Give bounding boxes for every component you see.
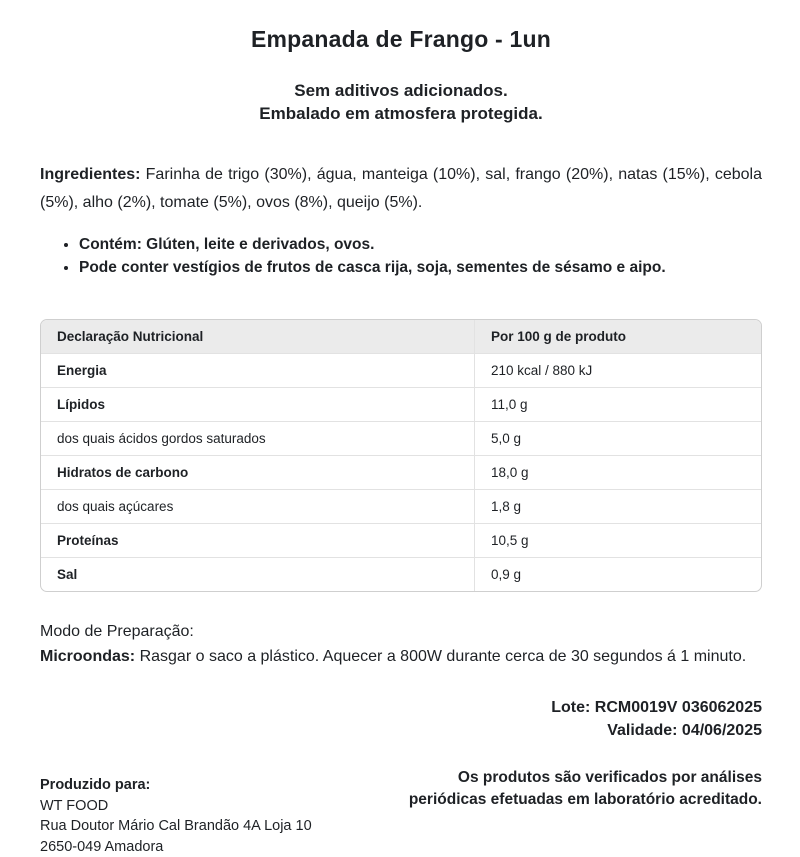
batch-info: Lote: RCM0019V 036062025 Validade: 04/06… [40,697,762,742]
allergen-traces: Pode conter vestígios de frutos de casca… [79,256,762,279]
ingredients-text: Farinha de trigo (30%), água, manteiga (… [40,166,762,211]
table-row: Energia 210 kcal / 880 kJ [41,354,761,388]
nutrient-label: Lípidos [41,388,475,422]
nutrient-value: 10,5 g [475,524,761,558]
table-row: Lípidos 11,0 g [41,388,761,422]
table-row: dos quais ácidos gordos saturados 5,0 g [41,422,761,456]
nutrition-header-per100g: Por 100 g de produto [475,320,761,354]
nutrient-value: 210 kcal / 880 kJ [475,354,761,388]
expiry-date: Validade: 04/06/2025 [40,720,762,743]
preparation-heading: Modo de Preparação: [40,620,762,644]
nutrition-header-label: Declaração Nutricional [41,320,475,354]
table-row: Sal 0,9 g [41,558,761,591]
lot-number: Lote: RCM0019V 036062025 [40,697,762,720]
ingredients-label: Ingredientes: [40,166,140,183]
nutrient-value: 18,0 g [475,456,761,490]
nutrition-table: Declaração Nutricional Por 100 g de prod… [40,319,762,592]
preparation-instructions: Microondas: Rasgar o saco a plástico. Aq… [40,645,762,669]
footer: Produzido para: WT FOOD Rua Doutor Mário… [40,764,762,857]
producer-label: Produzido para: [40,775,312,796]
table-row: dos quais açúcares 1,8 g [41,490,761,524]
producer-block: Produzido para: WT FOOD Rua Doutor Mário… [40,764,312,857]
table-row: Proteínas 10,5 g [41,524,761,558]
table-row: Hidratos de carbono 18,0 g [41,456,761,490]
producer-name: WT FOOD [40,796,312,817]
nutrient-label: dos quais ácidos gordos saturados [41,422,475,456]
nutrient-value: 1,8 g [475,490,761,524]
nutrient-label: Energia [41,354,475,388]
nutrient-label: Proteínas [41,524,475,558]
producer-address-street: Rua Doutor Mário Cal Brandão 4A Loja 10 [40,816,312,837]
claim-protected-atmosphere: Embalado em atmosfera protegida. [40,102,762,125]
nutrient-label: dos quais açúcares [41,490,475,524]
nutrient-value: 11,0 g [475,388,761,422]
product-label-page: Empanada de Frango - 1un Sem aditivos ad… [0,0,800,800]
nutrient-value: 5,0 g [475,422,761,456]
nutrition-header-row: Declaração Nutricional Por 100 g de prod… [41,320,761,354]
producer-address-city: 2650-049 Amadora [40,837,312,857]
verification-note: Os produtos são verificados por análises… [409,764,762,811]
ingredients-paragraph: Ingredientes: Farinha de trigo (30%), ág… [40,161,762,217]
nutrient-label: Hidratos de carbono [41,456,475,490]
verification-line-1: Os produtos são verificados por análises [409,767,762,789]
page-title: Empanada de Frango - 1un [40,26,762,53]
nutrient-value: 0,9 g [475,558,761,591]
product-claims: Sem aditivos adicionados. Embalado em at… [40,79,762,125]
microwave-label: Microondas: [40,648,135,665]
claim-no-additives: Sem aditivos adicionados. [40,79,762,102]
preparation-section: Modo de Preparação: Microondas: Rasgar o… [40,620,762,669]
verification-line-2: periódicas efetuadas em laboratório acre… [409,789,762,811]
allergen-contains: Contém: Glúten, leite e derivados, ovos. [79,233,762,256]
allergen-list: Contém: Glúten, leite e derivados, ovos.… [52,233,762,279]
nutrient-label: Sal [41,558,475,591]
microwave-text: Rasgar o saco a plástico. Aquecer a 800W… [140,648,747,665]
